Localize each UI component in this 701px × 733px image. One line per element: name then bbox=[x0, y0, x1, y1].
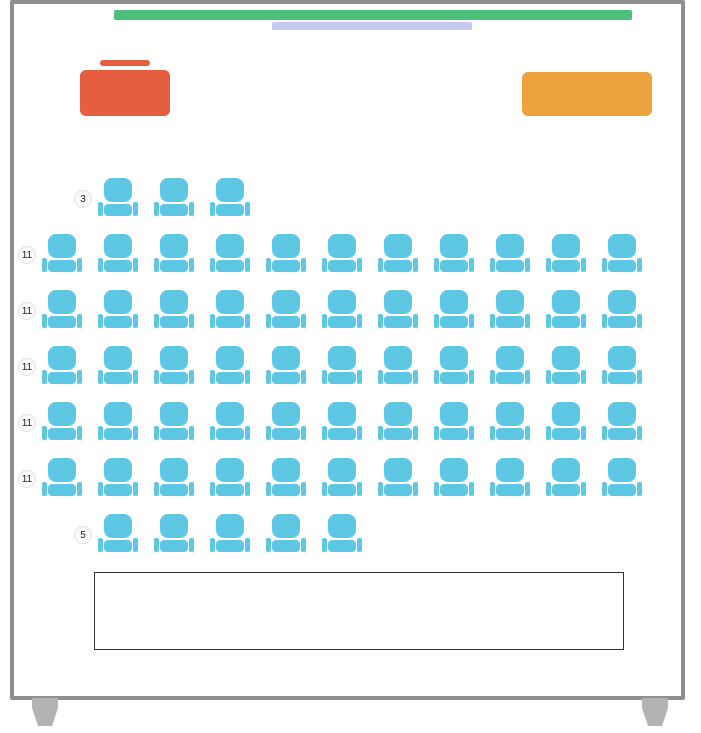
seat[interactable] bbox=[376, 456, 420, 500]
seat[interactable] bbox=[376, 232, 420, 276]
seat[interactable] bbox=[208, 512, 252, 556]
seat[interactable] bbox=[40, 344, 84, 388]
seat[interactable] bbox=[488, 232, 532, 276]
seat[interactable] bbox=[152, 456, 196, 500]
row-count-label: 5 bbox=[74, 526, 92, 544]
seat[interactable] bbox=[600, 232, 644, 276]
seat[interactable] bbox=[208, 176, 252, 220]
row-count-label: 11 bbox=[18, 302, 36, 320]
seat[interactable] bbox=[40, 400, 84, 444]
seat[interactable] bbox=[40, 288, 84, 332]
seat[interactable] bbox=[264, 344, 308, 388]
seat[interactable] bbox=[40, 456, 84, 500]
seat[interactable] bbox=[376, 400, 420, 444]
seat[interactable] bbox=[320, 400, 364, 444]
seat[interactable] bbox=[96, 400, 140, 444]
row-count-label: 11 bbox=[18, 358, 36, 376]
seat[interactable] bbox=[600, 400, 644, 444]
frame-foot-left bbox=[28, 698, 62, 726]
seat[interactable] bbox=[208, 288, 252, 332]
seat[interactable] bbox=[320, 344, 364, 388]
seat[interactable] bbox=[152, 344, 196, 388]
frame-foot-right bbox=[638, 698, 672, 726]
seat[interactable] bbox=[432, 344, 476, 388]
seat[interactable] bbox=[320, 456, 364, 500]
seat[interactable] bbox=[264, 400, 308, 444]
seat[interactable] bbox=[544, 288, 588, 332]
seat[interactable] bbox=[152, 512, 196, 556]
seating-diagram: 3 11 11 11 11 11 5 bbox=[0, 0, 701, 733]
seat[interactable] bbox=[320, 232, 364, 276]
seat[interactable] bbox=[40, 232, 84, 276]
stage-block-handle bbox=[100, 60, 150, 66]
seat[interactable] bbox=[432, 400, 476, 444]
stage-block-left bbox=[80, 70, 170, 116]
seat[interactable] bbox=[152, 176, 196, 220]
seat[interactable] bbox=[376, 288, 420, 332]
stage-block-right bbox=[522, 72, 652, 116]
seat[interactable] bbox=[264, 288, 308, 332]
seat[interactable] bbox=[96, 176, 140, 220]
seat[interactable] bbox=[264, 512, 308, 556]
seat[interactable] bbox=[600, 344, 644, 388]
seat[interactable] bbox=[432, 288, 476, 332]
seat[interactable] bbox=[320, 512, 364, 556]
row-count-label: 11 bbox=[18, 470, 36, 488]
seat[interactable] bbox=[96, 456, 140, 500]
row-count-label: 11 bbox=[18, 246, 36, 264]
seat[interactable] bbox=[152, 288, 196, 332]
seat[interactable] bbox=[488, 456, 532, 500]
seat[interactable] bbox=[544, 232, 588, 276]
seat[interactable] bbox=[152, 232, 196, 276]
seat[interactable] bbox=[432, 456, 476, 500]
seat[interactable] bbox=[152, 400, 196, 444]
seat[interactable] bbox=[600, 456, 644, 500]
seat[interactable] bbox=[432, 232, 476, 276]
row-count-label: 11 bbox=[18, 414, 36, 432]
seat[interactable] bbox=[544, 456, 588, 500]
seat[interactable] bbox=[264, 232, 308, 276]
standing-area bbox=[94, 572, 624, 650]
seat[interactable] bbox=[208, 344, 252, 388]
seat[interactable] bbox=[320, 288, 364, 332]
seat[interactable] bbox=[96, 288, 140, 332]
stage-bar-purple bbox=[272, 22, 472, 30]
seat[interactable] bbox=[96, 232, 140, 276]
seat[interactable] bbox=[488, 400, 532, 444]
seat[interactable] bbox=[600, 288, 644, 332]
seat[interactable] bbox=[96, 344, 140, 388]
row-count-label: 3 bbox=[74, 190, 92, 208]
seat[interactable] bbox=[488, 344, 532, 388]
seat[interactable] bbox=[96, 512, 140, 556]
seat[interactable] bbox=[488, 288, 532, 332]
seat[interactable] bbox=[544, 344, 588, 388]
seat[interactable] bbox=[208, 456, 252, 500]
seat[interactable] bbox=[544, 400, 588, 444]
seat[interactable] bbox=[208, 232, 252, 276]
seat[interactable] bbox=[264, 456, 308, 500]
seat[interactable] bbox=[376, 344, 420, 388]
seat[interactable] bbox=[208, 400, 252, 444]
stage-bar-green bbox=[114, 10, 632, 20]
